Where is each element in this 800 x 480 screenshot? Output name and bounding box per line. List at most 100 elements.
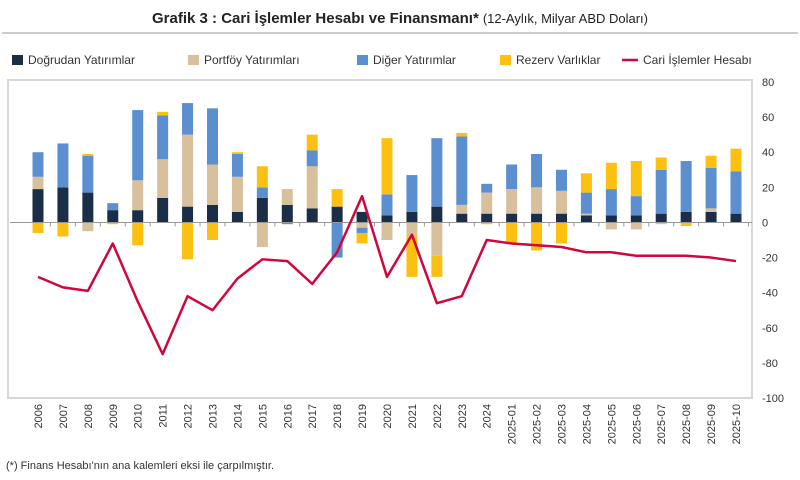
x-axis: 2006 2007 2008 2009 2010 2011 2012 2013 2014 2015… bbox=[10, 221, 752, 444]
legend-label: Portföy Yatırımları bbox=[204, 53, 300, 67]
bar-doğrudan-yatırımlar-2017 bbox=[306, 208, 318, 223]
bar-doğrudan-yatırımlar-2023 bbox=[456, 213, 468, 223]
bar-diğer-yatırımlar-2025-09 bbox=[705, 168, 717, 209]
bar-doğrudan-yatırımlar-2019 bbox=[356, 211, 368, 223]
x-tick-label: 2025-03 bbox=[557, 404, 569, 444]
bar-rezerv-varlıklar-2012 bbox=[182, 222, 194, 260]
bar-rezerv-varlıklar-2025-03 bbox=[556, 222, 567, 244]
bar-doğrudan-yatırımlar-2018 bbox=[331, 206, 343, 223]
line-cari-islemler-hesabi bbox=[37, 194, 737, 356]
bar-diğer-yatırımlar-2011 bbox=[157, 115, 169, 160]
bar-diğer-yatırımlar-2014 bbox=[231, 153, 243, 177]
bar-portföy-yatırımları-2015 bbox=[256, 222, 268, 248]
bar-doğrudan-yatırımlar-2009 bbox=[107, 210, 119, 223]
line-series bbox=[37, 194, 737, 356]
bar-diğer-yatırımlar-2025-04 bbox=[580, 192, 592, 214]
x-tick-label: 2016 bbox=[282, 404, 294, 428]
y-tick-label: 80 bbox=[762, 77, 774, 89]
x-tick-label: 2022 bbox=[432, 404, 444, 428]
bar-portföy-yatırımları-2025-09 bbox=[705, 208, 717, 212]
bar-diğer-yatırımlar-2025-01 bbox=[506, 164, 518, 190]
bars bbox=[32, 103, 742, 277]
bar-portföy-yatırımları-2025-04 bbox=[580, 213, 592, 216]
bar-rezerv-varlıklar-2007 bbox=[57, 222, 69, 237]
legend-label: Cari İşlemler Hesabı bbox=[643, 53, 752, 67]
bar-doğrudan-yatırımlar-2022 bbox=[431, 206, 443, 223]
bar-diğer-yatırımlar-2019 bbox=[356, 227, 368, 233]
x-tick-label: 2015 bbox=[257, 404, 269, 428]
y-tick-label: -60 bbox=[762, 323, 778, 335]
bar-diğer-yatırımlar-2025-07 bbox=[655, 169, 667, 214]
x-tick-label: 2020 bbox=[382, 404, 394, 428]
legend-label: Rezerv Varlıklar bbox=[516, 53, 600, 67]
bar-diğer-yatırımlar-2013 bbox=[207, 108, 218, 165]
bar-rezerv-varlıklar-2013 bbox=[207, 222, 218, 240]
legend: Doğrudan Yatırımlar Portföy Yatırımları Di… bbox=[12, 53, 752, 67]
y-tick-label: -100 bbox=[762, 393, 784, 405]
bar-portföy-yatırımları-2014 bbox=[231, 176, 243, 212]
bar-rezerv-varlıklar-2025-06 bbox=[630, 161, 642, 197]
bar-portföy-yatırımları-2012 bbox=[182, 134, 194, 207]
bar-portföy-yatırımları-2025-03 bbox=[556, 190, 567, 214]
bar-diğer-yatırımlar-2025-10 bbox=[730, 171, 742, 214]
bar-diğer-yatırımlar-2007 bbox=[57, 143, 69, 188]
bar-portföy-yatırımları-2025-05 bbox=[605, 222, 617, 230]
title-bold: Grafik 3 : Cari İşlemler Hesabı ve Finan… bbox=[152, 10, 479, 27]
bar-portföy-yatırımları-2011 bbox=[157, 159, 169, 198]
x-tick-label: 2025-08 bbox=[681, 404, 693, 444]
bar-diğer-yatırımlar-2025-05 bbox=[605, 189, 617, 216]
bar-diğer-yatırımlar-2025-03 bbox=[556, 169, 567, 191]
bar-rezerv-varlıklar-2025-07 bbox=[655, 157, 667, 170]
bar-rezerv-varlıklar-2011 bbox=[157, 111, 169, 116]
bar-doğrudan-yatırımlar-2025-08 bbox=[680, 211, 692, 223]
bar-portföy-yatırımları-2025-06 bbox=[630, 222, 642, 230]
bar-rezerv-varlıklar-2019 bbox=[356, 232, 368, 244]
bar-diğer-yatırımlar-2025-02 bbox=[531, 153, 543, 188]
bar-doğrudan-yatırımlar-2007 bbox=[57, 187, 69, 223]
x-tick-label: 2025-06 bbox=[631, 404, 643, 444]
bar-diğer-yatırımlar-2012 bbox=[182, 103, 194, 135]
bar-diğer-yatırımlar-2021 bbox=[406, 175, 418, 212]
bar-rezerv-varlıklar-2025-09 bbox=[705, 155, 717, 169]
bar-diğer-yatırımlar-2008 bbox=[82, 155, 94, 193]
bar-rezerv-varlıklar-2025-05 bbox=[605, 162, 617, 190]
bar-portföy-yatırımları-2024 bbox=[481, 192, 493, 214]
footnote: (*) Finans Hesabı'nın ana kalemleri eksi… bbox=[6, 460, 274, 472]
bar-diğer-yatırımlar-2023 bbox=[456, 136, 468, 205]
bar-diğer-yatırımlar-2015 bbox=[256, 187, 268, 198]
bar-rezerv-varlıklar-2025-08 bbox=[680, 222, 692, 226]
bar-diğer-yatırımlar-2025-08 bbox=[680, 161, 692, 212]
x-tick-label: 2009 bbox=[108, 404, 120, 428]
bar-doğrudan-yatırımlar-2025-03 bbox=[556, 213, 567, 223]
x-tick-label: 2018 bbox=[332, 404, 344, 428]
bar-rezerv-varlıklar-2009 bbox=[107, 222, 119, 225]
bar-diğer-yatırımlar-2016 bbox=[281, 222, 293, 225]
bar-rezerv-varlıklar-2006 bbox=[32, 222, 44, 233]
bar-diğer-yatırımlar-2024 bbox=[481, 183, 493, 193]
bar-doğrudan-yatırımlar-2025-06 bbox=[630, 215, 642, 223]
x-tick-label: 2025-02 bbox=[532, 404, 544, 444]
bar-diğer-yatırımlar-2006 bbox=[32, 152, 44, 177]
legend-swatch bbox=[188, 55, 199, 65]
bar-rezerv-varlıklar-2025-04 bbox=[580, 173, 592, 193]
bar-portföy-yatırımları-2023 bbox=[456, 204, 468, 214]
bar-portföy-yatırımları-2017 bbox=[306, 166, 318, 209]
bar-doğrudan-yatırımlar-2025-07 bbox=[655, 213, 667, 223]
bar-diğer-yatırımlar-2022 bbox=[431, 138, 443, 207]
bar-doğrudan-yatırımlar-2012 bbox=[182, 206, 194, 223]
bar-doğrudan-yatırımlar-2025-10 bbox=[730, 213, 742, 223]
x-tick-label: 2007 bbox=[58, 404, 70, 428]
y-axis: 80 60 40 20 0 -20 -40 -60 -80 -100 bbox=[762, 77, 784, 405]
bar-portföy-yatırımları-2025-01 bbox=[506, 189, 518, 214]
bar-doğrudan-yatırımlar-2025-04 bbox=[580, 215, 592, 223]
bar-rezerv-varlıklar-2025-02 bbox=[531, 222, 543, 251]
bar-doğrudan-yatırımlar-2025-01 bbox=[506, 213, 518, 223]
bar-rezerv-varlıklar-2010 bbox=[132, 222, 144, 246]
bar-doğrudan-yatırımlar-2015 bbox=[256, 197, 268, 223]
x-tick-label: 2011 bbox=[158, 404, 170, 428]
bar-diğer-yatırımlar-2009 bbox=[107, 203, 119, 211]
bar-portföy-yatırımları-2021 bbox=[406, 222, 418, 237]
bar-portföy-yatırımları-2010 bbox=[132, 180, 144, 211]
bar-portföy-yatırımları-2025-02 bbox=[531, 187, 543, 214]
